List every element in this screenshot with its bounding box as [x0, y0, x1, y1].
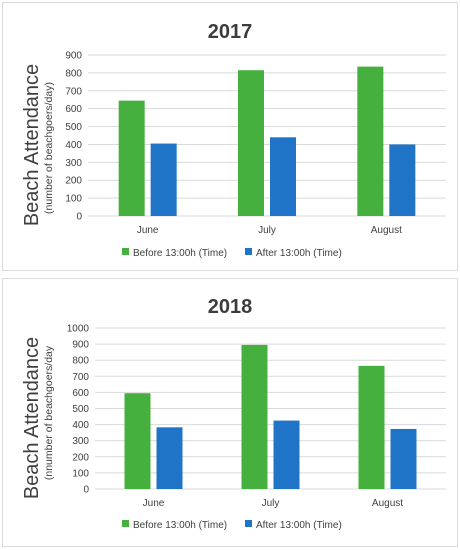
x-category-label: July [258, 225, 276, 236]
y-tick-label: 200 [72, 452, 89, 463]
x-category-label: July [262, 498, 280, 509]
y-axis-sublabel: (nnumber of beachgoers/day [43, 345, 55, 480]
y-tick-label: 600 [72, 388, 89, 399]
y-axis-label: Beach Attendance [21, 64, 43, 226]
x-category-label: August [371, 225, 402, 236]
chart-title: 2018 [208, 296, 253, 318]
y-axis-sublabel: (number of beachgoers/day) [43, 82, 55, 214]
y-tick-label: 300 [72, 436, 89, 447]
y-tick-label: 900 [65, 51, 82, 62]
legend-label: Before 13:00h (Time) [133, 520, 227, 531]
y-tick-label: 800 [65, 68, 82, 79]
legend-swatch [245, 520, 252, 527]
bar-after-june [150, 143, 177, 216]
x-category-label: June [137, 225, 159, 236]
y-tick-label: 0 [83, 485, 89, 496]
bar-before-june [118, 100, 145, 216]
bar-after-june [156, 427, 183, 489]
y-tick-label: 700 [72, 372, 89, 383]
x-category-label: June [143, 498, 165, 509]
plot-area-2017: 0 100 200 300 400 500 600 700 800 900 June July Augu… [65, 51, 446, 259]
y-tick-label: 500 [72, 404, 89, 415]
y-tick-label: 100 [65, 194, 82, 205]
y-tick-label: 800 [72, 356, 89, 367]
y-tick-label: 400 [65, 140, 82, 151]
bar-after-august [390, 428, 417, 489]
y-tick-label: 0 [76, 212, 82, 223]
bar-before-august [357, 66, 384, 216]
legend-swatch [122, 248, 129, 255]
bar-after-july [273, 420, 300, 489]
y-tick-label: 500 [65, 122, 82, 133]
bar-before-july [238, 70, 264, 216]
legend-label: After 13:00h (Time) [256, 248, 342, 259]
chart-title: 2017 [208, 21, 253, 43]
legend-label: After 13:00h (Time) [256, 520, 342, 531]
plot-area-2018: 0 100 200 300 400 500 600 700 800 900 1000 June July… [67, 324, 446, 531]
legend-swatch [245, 248, 252, 255]
y-tick-label: 1000 [67, 324, 90, 335]
bar-before-june [124, 393, 151, 489]
y-tick-label: 600 [65, 104, 82, 115]
y-tick-label: 300 [65, 158, 82, 169]
bar-before-august [358, 365, 385, 489]
y-tick-label: 700 [65, 86, 82, 97]
bar-after-july [270, 137, 296, 216]
y-axis-label: Beach Attendance [21, 337, 43, 499]
y-tick-label: 900 [72, 340, 89, 351]
x-category-label: August [372, 498, 403, 509]
legend-label: Before 13:00h (Time) [133, 248, 227, 259]
bar-before-july [241, 344, 268, 489]
y-tick-label: 100 [72, 468, 89, 479]
y-tick-label: 400 [72, 420, 89, 431]
legend-swatch [122, 520, 129, 527]
bar-after-august [389, 144, 416, 216]
y-tick-label: 200 [65, 176, 82, 187]
